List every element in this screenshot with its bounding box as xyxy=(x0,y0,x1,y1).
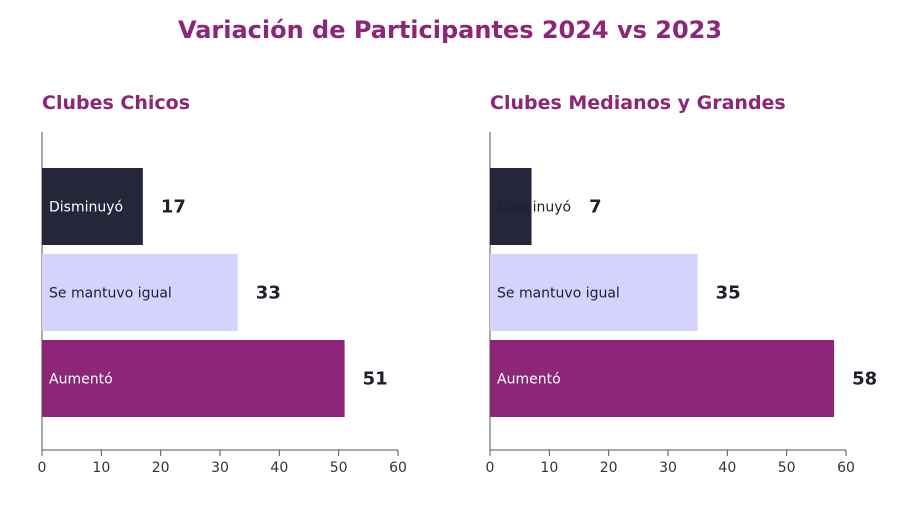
chart-title-clubes-chicos: Clubes Chicos xyxy=(42,92,191,114)
bar-chart-clubes-medianos-grandes: 0 10 20 30 40 50 60 Disminuyó 7 Se mantuvo igual 3… xyxy=(486,132,877,476)
chart-title-clubes-medianos-grandes: Clubes Medianos y Grandes xyxy=(490,92,786,114)
x-tick-label: 30 xyxy=(211,460,229,476)
category-label-disminuyo: Disminuyó xyxy=(497,200,571,216)
value-label-disminuyo: 7 xyxy=(589,197,602,218)
x-tick-label: 50 xyxy=(330,460,348,476)
x-tick-label: 60 xyxy=(389,460,407,476)
x-tick-label: 50 xyxy=(778,460,796,476)
bar-aumento xyxy=(42,340,345,417)
x-tick-label: 20 xyxy=(600,460,618,476)
x-tick-label: 10 xyxy=(540,460,558,476)
category-label-se-mantuvo-igual: Se mantuvo igual xyxy=(497,286,620,302)
x-tick-label: 30 xyxy=(659,460,677,476)
x-tick-label: 0 xyxy=(486,460,495,476)
category-label-aumento: Aumentó xyxy=(49,372,113,388)
value-label-disminuyo: 17 xyxy=(161,197,186,218)
value-label-aumento: 51 xyxy=(363,369,388,390)
chart-panel-clubes-chicos: Clubes Chicos 0 10 20 30 40 50 60 Disminuyó 17 Se… xyxy=(0,80,420,480)
bar-disminuyo xyxy=(42,168,143,245)
category-label-disminuyo: Disminuyó xyxy=(49,200,123,216)
value-label-se-mantuvo-igual: 33 xyxy=(256,283,281,304)
bar-se-mantuvo-igual xyxy=(490,254,698,331)
category-label-se-mantuvo-igual: Se mantuvo igual xyxy=(49,286,172,302)
bar-se-mantuvo-igual xyxy=(42,254,238,331)
chart-panel-clubes-medianos-grandes: Clubes Medianos y Grandes 0 10 20 30 40 50 60 D… xyxy=(448,80,878,480)
x-tick-label: 60 xyxy=(837,460,855,476)
bar-aumento xyxy=(490,340,835,417)
main-title: Variación de Participantes 2024 vs 2023 xyxy=(177,16,723,44)
bar-chart-clubes-chicos: 0 10 20 30 40 50 60 Disminuyó 17 Se mantuvo igual… xyxy=(38,132,407,476)
bar-disminuyo xyxy=(490,168,532,245)
x-tick-label: 20 xyxy=(152,460,170,476)
category-label-aumento: Aumentó xyxy=(497,372,561,388)
x-tick-label: 10 xyxy=(92,460,110,476)
value-label-aumento: 58 xyxy=(852,369,877,390)
x-tick-label: 40 xyxy=(718,460,736,476)
value-label-se-mantuvo-igual: 35 xyxy=(716,283,741,304)
x-tick-label: 40 xyxy=(270,460,288,476)
x-tick-label: 0 xyxy=(38,460,47,476)
